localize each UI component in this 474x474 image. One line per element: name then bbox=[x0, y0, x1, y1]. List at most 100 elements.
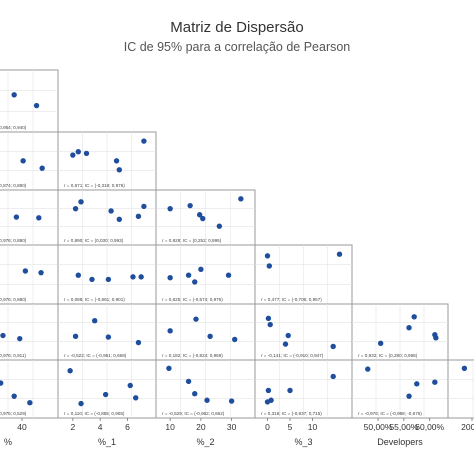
correlation-label: r = -0,676; IC = (-0,976; 0,880) bbox=[0, 238, 27, 243]
data-point bbox=[365, 366, 371, 372]
panel-frame bbox=[0, 189, 59, 246]
data-point bbox=[207, 333, 213, 339]
data-point bbox=[228, 398, 235, 404]
correlation-label: r = 0,088; IC = (-0,861; 0,901) bbox=[64, 297, 125, 302]
correlation-label: r = -0,874; IC = (-0,874; 0,890) bbox=[0, 183, 27, 188]
data-point bbox=[232, 336, 238, 343]
data-point bbox=[105, 334, 112, 340]
x-axis-4: 0 5 10 %_3 bbox=[265, 418, 317, 447]
tick-label: 60,00% bbox=[415, 422, 444, 432]
data-point bbox=[196, 212, 203, 218]
data-point bbox=[285, 332, 291, 339]
correlation-label: r = 0,110; IC = (-0,855; 0,905) bbox=[64, 411, 125, 416]
variable-label: Developers bbox=[377, 437, 423, 447]
data-point bbox=[167, 328, 173, 334]
correlation-label: r = 0,932; IC = (0,280; 0,968) bbox=[358, 353, 418, 358]
correlation-label: r = 0,316; IC = (-0,937; 0,715) bbox=[261, 411, 322, 416]
data-point bbox=[198, 266, 204, 273]
data-point bbox=[336, 251, 343, 257]
correlation-label: r = -0,522; IC = (-0,961; 0,668) bbox=[64, 353, 127, 358]
data-point bbox=[330, 343, 336, 350]
data-point bbox=[167, 205, 173, 212]
data-point bbox=[225, 272, 232, 278]
data-point bbox=[185, 378, 192, 385]
scatter-panel: r = -0,507; IC = (-0,976; 0,880) bbox=[0, 244, 59, 305]
tick-label: 6 bbox=[125, 422, 130, 432]
scatter-panel: r = 0,890; IC = (0,030; 0,993) bbox=[57, 189, 157, 246]
panel-frame bbox=[0, 244, 59, 305]
data-point bbox=[167, 275, 173, 281]
data-point bbox=[78, 199, 84, 205]
data-point bbox=[116, 167, 123, 173]
variable-label: %_3 bbox=[294, 437, 312, 447]
data-point bbox=[406, 393, 412, 399]
data-point bbox=[27, 400, 33, 406]
data-point bbox=[92, 318, 98, 324]
data-point bbox=[204, 397, 210, 403]
data-point bbox=[127, 382, 133, 389]
chart-subtitle: IC de 95% para a correlação de Pearson bbox=[123, 40, 351, 54]
correlation-label: r = -0,946; IC = (-0,976; 0,911) bbox=[0, 353, 26, 358]
data-point bbox=[113, 158, 120, 164]
data-point bbox=[265, 315, 272, 322]
panel-frame bbox=[0, 131, 59, 191]
data-point bbox=[70, 152, 76, 158]
x-axis-5: 50,00%55,00%60,00% Developers bbox=[364, 418, 445, 447]
correlation-label: r = 0,928; IC = (0,252; 0,995) bbox=[162, 238, 222, 243]
scatter-panel: r = -0,874; IC = (-0,874; 0,890) bbox=[0, 131, 59, 191]
data-point bbox=[330, 373, 336, 380]
tick-label: 10 bbox=[165, 422, 175, 432]
scatter-panel: r = 0,932; IC = (0,280; 0,968) bbox=[351, 303, 449, 361]
tick-label: 200% bbox=[461, 422, 474, 432]
data-point bbox=[282, 341, 289, 347]
data-point bbox=[433, 335, 439, 341]
panel-frame bbox=[0, 69, 59, 133]
data-point bbox=[0, 380, 4, 386]
data-point bbox=[141, 203, 147, 210]
data-point bbox=[17, 335, 23, 342]
tick-label: 40 bbox=[17, 422, 27, 432]
variable-label: % bbox=[4, 437, 12, 447]
correlation-label: r = 0,182; IC = (-0,824; 0,969) bbox=[162, 353, 223, 358]
data-point bbox=[266, 263, 272, 269]
tick-label: 10 bbox=[308, 422, 318, 432]
scatter-panel: r = 0,625; IC = (-0,574; 0,975) bbox=[155, 244, 256, 305]
data-point bbox=[216, 223, 223, 229]
correlation-label: r = -0,514; IC = (-0,954; 0,940) bbox=[0, 125, 27, 130]
correlation-label: r = -0,529; IC = (-0,962; 0,662) bbox=[162, 411, 225, 416]
variable-label: %_2 bbox=[196, 437, 214, 447]
chart-title: Matriz de Dispersão bbox=[170, 19, 304, 36]
scatter-panel bbox=[447, 359, 474, 419]
data-point bbox=[38, 269, 44, 276]
panel-frame bbox=[0, 303, 59, 361]
data-point bbox=[130, 274, 136, 280]
data-point bbox=[187, 202, 193, 209]
data-point bbox=[78, 400, 84, 407]
data-point bbox=[200, 215, 206, 222]
correlation-label: r = 0,890; IC = (0,030; 0,993) bbox=[64, 238, 124, 243]
x-axis-6: 200% bbox=[461, 418, 474, 432]
data-point bbox=[36, 215, 42, 221]
tick-label: 30 bbox=[227, 422, 237, 432]
scatter-panel: r = -0,976; IC = (-0,998; -0,676) bbox=[351, 359, 449, 419]
tick-label: 2 bbox=[70, 422, 75, 432]
data-point bbox=[75, 272, 82, 278]
tick-label: 5 bbox=[288, 422, 293, 432]
data-point bbox=[265, 387, 272, 394]
data-point bbox=[238, 196, 244, 202]
data-point bbox=[11, 92, 17, 98]
data-point bbox=[377, 340, 384, 347]
data-point bbox=[141, 138, 147, 144]
data-point bbox=[133, 395, 139, 401]
data-point bbox=[67, 368, 73, 374]
data-point bbox=[0, 332, 6, 339]
data-point bbox=[13, 214, 20, 220]
scatter-panel: r = -0,514; IC = (-0,954; 0,940) bbox=[0, 69, 59, 133]
data-point bbox=[75, 149, 82, 155]
scatter-panel: r = -0,529; IC = (-0,962; 0,662) bbox=[155, 359, 256, 419]
data-point bbox=[406, 325, 412, 331]
data-point bbox=[89, 276, 95, 283]
tick-label: 50,00% bbox=[364, 422, 393, 432]
panel-frame bbox=[447, 359, 474, 419]
